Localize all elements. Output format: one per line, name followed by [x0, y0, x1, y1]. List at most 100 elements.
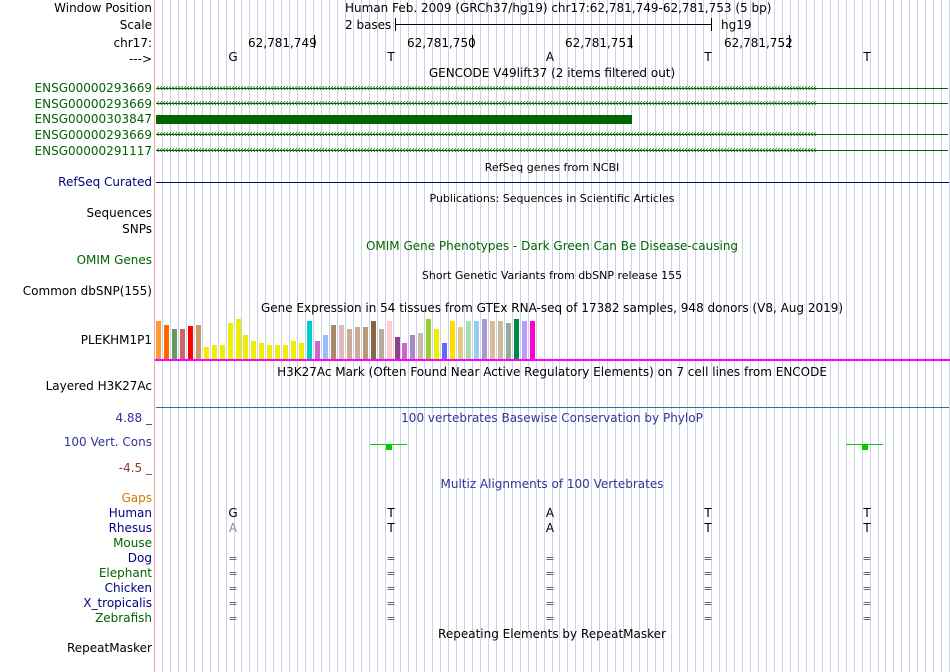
gene-exon-feature[interactable] [156, 115, 632, 124]
grid-line [925, 0, 926, 672]
species-label[interactable]: Chicken [104, 581, 152, 595]
gtex-tissue-bar[interactable] [188, 326, 193, 359]
aligned-base: = [545, 612, 555, 625]
window-position-value[interactable]: Human Feb. 2009 (GRCh37/hg19) chr17:62,7… [345, 1, 772, 15]
gtex-tissue-bar[interactable] [204, 347, 209, 359]
refseq-track-title[interactable]: RefSeq genes from NCBI [484, 161, 620, 174]
gtex-tissue-bar[interactable] [498, 321, 503, 359]
gtex-tissue-bar[interactable] [522, 321, 527, 359]
gtex-tissue-bar[interactable] [371, 321, 376, 359]
gtex-tissue-bar[interactable] [434, 329, 439, 359]
species-label[interactable]: Elephant [98, 566, 152, 580]
gtex-tissue-bar[interactable] [307, 321, 312, 359]
dbsnp-track-label[interactable]: Common dbSNP(155) [22, 284, 152, 298]
gene-label[interactable]: ENSG00000293669 [34, 97, 152, 111]
gtex-tissue-bar[interactable] [410, 335, 415, 359]
gtex-tissue-bar[interactable] [331, 325, 336, 359]
omim-track-title[interactable]: OMIM Gene Phenotypes - Dark Green Can Be… [365, 239, 739, 253]
gene-label[interactable]: ENSG00000303847 [34, 112, 152, 126]
species-label[interactable]: Zebrafish [95, 611, 152, 625]
publications-track-label[interactable]: Sequences [86, 206, 152, 220]
gtex-tissue-bar[interactable] [482, 319, 487, 359]
gtex-tissue-bar[interactable] [164, 325, 169, 359]
aligned-base: A [545, 521, 555, 535]
gtex-tissue-bar[interactable] [530, 321, 535, 359]
conservation-track-label[interactable]: 100 Vert. Cons [63, 435, 152, 449]
gtex-tissue-bar[interactable] [474, 321, 479, 359]
gtex-tissue-bar[interactable] [291, 341, 296, 359]
repeatmasker-track-label[interactable]: RepeatMasker [66, 641, 152, 655]
gtex-tissue-bar[interactable] [418, 333, 423, 359]
gtex-tissue-bar[interactable] [243, 335, 248, 359]
h3k27ac-track-title[interactable]: H3K27Ac Mark (Often Found Near Active Re… [277, 365, 827, 379]
gtex-tissue-bar[interactable] [347, 329, 352, 359]
gene-feature[interactable]: ‹‹‹‹‹‹‹‹‹‹‹‹‹‹‹‹‹‹‹‹‹‹‹‹‹‹‹‹‹‹‹‹‹‹‹‹‹‹‹‹… [156, 97, 948, 110]
dbsnp-track-title[interactable]: Short Genetic Variants from dbSNP releas… [421, 269, 683, 282]
aligned-base: = [228, 612, 238, 625]
gtex-tissue-bar[interactable] [490, 321, 495, 359]
gtex-track-title[interactable]: Gene Expression in 54 tissues from GTEx … [260, 301, 844, 315]
gene-label[interactable]: ENSG00000293669 [34, 81, 152, 95]
repeatmasker-track-title[interactable]: Repeating Elements by RepeatMasker [438, 627, 666, 641]
gtex-tissue-bar[interactable] [379, 329, 384, 359]
gtex-tissue-bar[interactable] [466, 321, 471, 359]
species-label[interactable]: X_tropicalis [83, 596, 152, 610]
refseq-track-label[interactable]: RefSeq Curated [58, 175, 152, 189]
gtex-tissue-bar[interactable] [363, 327, 368, 359]
grid-line [878, 0, 879, 672]
gtex-tissue-bar[interactable] [458, 327, 463, 359]
cons-score-bar[interactable] [386, 444, 392, 450]
gtex-tissue-bar[interactable] [339, 325, 344, 359]
omim-track-label[interactable]: OMIM Genes [76, 253, 152, 267]
species-label[interactable]: Dog [127, 551, 152, 565]
grid-line [806, 0, 807, 672]
gtex-tissue-bar[interactable] [442, 343, 447, 359]
multiz-track-title[interactable]: Multiz Alignments of 100 Vertebrates [440, 477, 664, 491]
gtex-tissue-bar[interactable] [426, 319, 431, 359]
grid-line [591, 0, 592, 672]
conservation-track-title[interactable]: 100 vertebrates Basewise Conservation by… [401, 411, 703, 425]
gtex-tissue-bar[interactable] [236, 319, 241, 359]
gene-feature[interactable]: ‹‹‹‹‹‹‹‹‹‹‹‹‹‹‹‹‹‹‹‹‹‹‹‹‹‹‹‹‹‹‹‹‹‹‹‹‹‹‹‹… [156, 82, 948, 95]
gtex-tissue-bar[interactable] [395, 337, 400, 359]
gtex-tissue-bar[interactable] [156, 321, 161, 359]
gtex-tissue-bar[interactable] [212, 345, 217, 359]
gtex-tissue-bar[interactable] [267, 345, 272, 359]
gtex-tissue-bar[interactable] [387, 321, 392, 359]
gtex-tissue-bar[interactable] [180, 329, 185, 359]
species-label[interactable]: Human [108, 506, 152, 520]
gtex-tissue-bar[interactable] [402, 343, 407, 359]
gtex-bar-chart[interactable] [156, 318, 556, 359]
gene-label[interactable]: ENSG00000293669 [34, 128, 152, 142]
cons-score-bar[interactable] [862, 444, 868, 450]
refseq-feature[interactable] [156, 182, 949, 183]
ruler-tick-3 [631, 35, 632, 48]
gtex-tissue-bar[interactable] [450, 321, 455, 359]
gtex-tissue-bar[interactable] [228, 323, 233, 359]
gtex-tissue-bar[interactable] [283, 345, 288, 359]
gene-label[interactable]: ENSG00000291117 [34, 144, 152, 158]
h3k27ac-track-label[interactable]: Layered H3K27Ac [45, 379, 152, 393]
gtex-tissue-bar[interactable] [172, 329, 177, 359]
gtex-tissue-bar[interactable] [355, 327, 360, 359]
gene-feature[interactable]: ‹‹‹‹‹‹‹‹‹‹‹‹‹‹‹‹‹‹‹‹‹‹‹‹‹‹‹‹‹‹‹‹‹‹‹‹‹‹‹‹… [156, 144, 948, 157]
gtex-tissue-bar[interactable] [323, 335, 328, 359]
gtex-tissue-bar[interactable] [259, 343, 264, 359]
publications-track-title[interactable]: Publications: Sequences in Scientific Ar… [429, 192, 675, 205]
grid-line [782, 0, 783, 672]
gene-feature[interactable]: ‹‹‹‹‹‹‹‹‹‹‹‹‹‹‹‹‹‹‹‹‹‹‹‹‹‹‹‹‹‹‹‹‹‹‹‹‹‹‹‹… [156, 128, 948, 141]
gencode-track-title[interactable]: GENCODE V49lift37 (2 items filtered out) [428, 66, 676, 80]
species-label[interactable]: Mouse [113, 536, 152, 550]
gtex-tissue-bar[interactable] [299, 343, 304, 359]
gtex-tissue-bar[interactable] [275, 345, 280, 359]
gtex-tissue-bar[interactable] [315, 341, 320, 359]
gtex-tissue-bar[interactable] [196, 325, 201, 359]
gtex-tissue-bar[interactable] [220, 345, 225, 359]
snps-track-label[interactable]: SNPs [122, 222, 152, 236]
gtex-gene-label[interactable]: PLEKHM1P1 [80, 333, 152, 347]
species-label[interactable]: Rhesus [108, 521, 152, 535]
gtex-tissue-bar[interactable] [514, 319, 519, 359]
gtex-tissue-bar[interactable] [506, 323, 511, 359]
gtex-tissue-bar[interactable] [251, 341, 256, 359]
grid-line [687, 0, 688, 672]
